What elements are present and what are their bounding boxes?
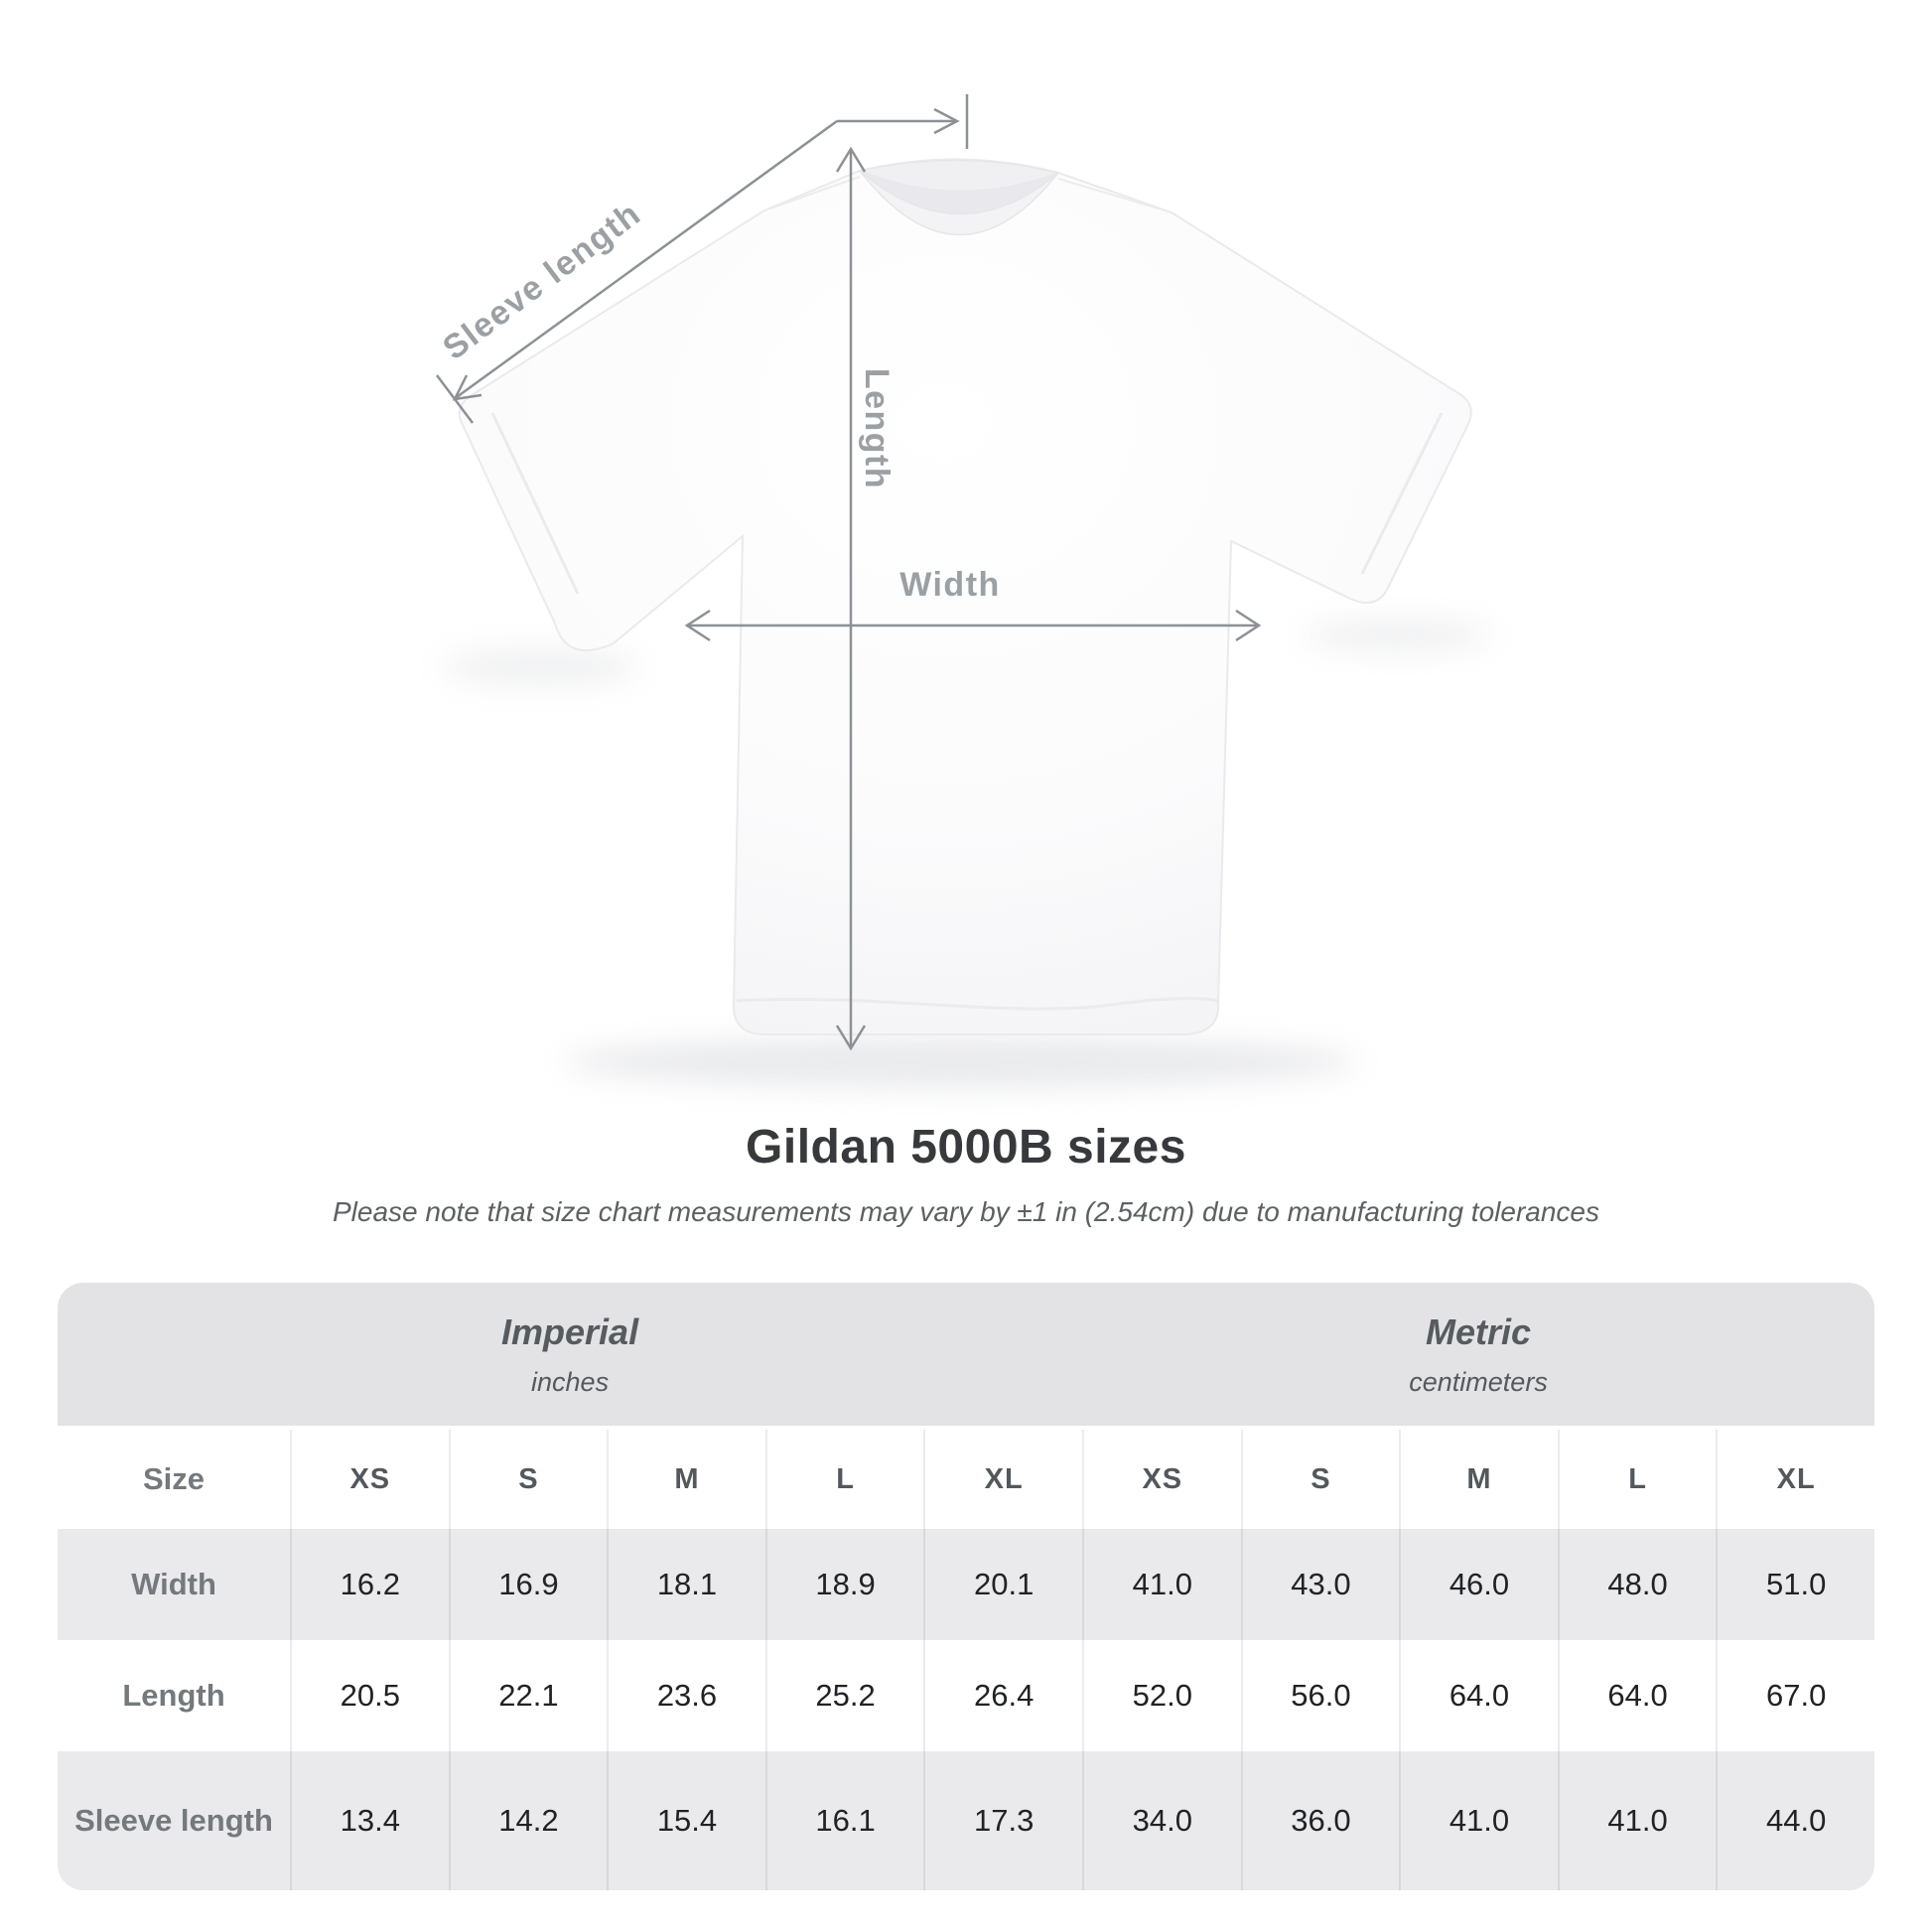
table-cell: 18.1 <box>607 1529 765 1640</box>
right-cuff-seam <box>1360 412 1444 575</box>
shirt-shadow <box>442 618 1492 1088</box>
table-cell: 23.6 <box>607 1640 765 1751</box>
left-cuff-seam <box>490 412 580 595</box>
width-label: Width <box>899 566 1001 604</box>
size-col-header: S <box>448 1430 608 1529</box>
table-cell: 67.0 <box>1716 1640 1874 1751</box>
row-sleeve-length: Sleeve length 13.4 14.2 15.4 16.1 17.3 3… <box>58 1751 1874 1890</box>
table-cell: 36.0 <box>1240 1751 1400 1890</box>
table-cell: 15.4 <box>607 1751 765 1890</box>
table-cell: 20.5 <box>290 1640 449 1751</box>
size-col-header: L <box>764 1430 924 1529</box>
page-title: Gildan 5000B sizes <box>746 1121 1186 1173</box>
length-label: Length <box>858 368 896 489</box>
table-cell: 41.0 <box>1557 1751 1717 1890</box>
table-cell: 48.0 <box>1557 1529 1717 1640</box>
table-cell: 44.0 <box>1716 1751 1874 1890</box>
metric-unit: centimeters <box>1409 1366 1548 1397</box>
size-col-header: M <box>607 1430 765 1529</box>
row-label: Width <box>131 1567 216 1601</box>
size-col-header: S <box>1240 1430 1400 1529</box>
size-col-header: XS <box>290 1430 449 1529</box>
table-cell: 41.0 <box>1082 1529 1241 1640</box>
width-arrowhead-left <box>684 609 711 642</box>
table-cell: 52.0 <box>1082 1640 1241 1751</box>
size-row-label: Size <box>142 1461 206 1496</box>
size-col-header: XL <box>923 1430 1082 1529</box>
shoulder-arrowhead <box>933 107 960 135</box>
sleeve-length-end-tick <box>436 374 474 424</box>
tolerance-note: Please note that size chart measurements… <box>333 1196 1599 1227</box>
tshirt-photo <box>458 158 1472 1035</box>
right-shoulder-seam <box>1057 178 1173 213</box>
collar-band <box>859 170 1059 236</box>
row-length: Length 20.5 22.1 23.6 25.2 26.4 52.0 56.… <box>58 1640 1874 1751</box>
length-arrowhead-bottom <box>835 1025 867 1051</box>
table-cell: 16.1 <box>764 1751 924 1890</box>
table-cell: 18.9 <box>764 1529 924 1640</box>
table-cell: 25.2 <box>764 1640 924 1751</box>
table-cell: 26.4 <box>923 1640 1082 1751</box>
size-col-header: XS <box>1082 1430 1241 1529</box>
row-label: Sleeve length <box>74 1803 273 1838</box>
sleeve-length-line <box>456 119 838 399</box>
table-cell: 13.4 <box>290 1751 449 1890</box>
row-label: Length <box>122 1678 225 1713</box>
table-cell: 16.2 <box>290 1529 449 1640</box>
left-shoulder-seam <box>763 176 861 211</box>
table-cell: 22.1 <box>448 1640 608 1751</box>
hem-seam <box>736 997 1218 1011</box>
unit-header-metric: Metric centimeters <box>1082 1283 1874 1426</box>
table-cell: 34.0 <box>1082 1751 1241 1890</box>
table-cell: 51.0 <box>1716 1529 1874 1640</box>
title-block: Gildan 5000B sizes Please note that size… <box>0 1120 1932 1228</box>
width-arrowhead-right <box>1235 609 1262 642</box>
unit-header-band: Imperial inches Metric centimeters <box>58 1283 1874 1426</box>
table-cell: 17.3 <box>923 1751 1082 1890</box>
unit-header-imperial: Imperial inches <box>58 1283 1082 1426</box>
table-cell: 20.1 <box>923 1529 1082 1640</box>
table-cell: 43.0 <box>1240 1529 1400 1640</box>
size-col-header: M <box>1399 1430 1558 1529</box>
table-cell: 41.0 <box>1399 1751 1558 1890</box>
metric-title: Metric <box>1426 1311 1532 1352</box>
table-cell: 64.0 <box>1399 1640 1558 1751</box>
table-cell: 64.0 <box>1557 1640 1717 1751</box>
size-table: Imperial inches Metric centimeters Size … <box>58 1283 1874 1890</box>
tshirt-measurement-diagram: Sleeve length Length Width <box>436 94 1492 1088</box>
table-cell: 14.2 <box>448 1751 608 1890</box>
size-header-row: Size XS S M L XL XS S M L XL <box>58 1430 1874 1529</box>
table-cell: 46.0 <box>1399 1529 1558 1640</box>
imperial-unit: inches <box>531 1366 610 1397</box>
table-cell: 16.9 <box>448 1529 608 1640</box>
table-cell: 56.0 <box>1240 1640 1400 1751</box>
length-arrowhead-top <box>835 146 867 173</box>
imperial-title: Imperial <box>501 1311 639 1352</box>
size-col-header: XL <box>1716 1430 1874 1529</box>
size-col-header: L <box>1557 1430 1717 1529</box>
row-width: Width 16.2 16.9 18.1 18.9 20.1 41.0 43.0… <box>58 1529 1874 1640</box>
